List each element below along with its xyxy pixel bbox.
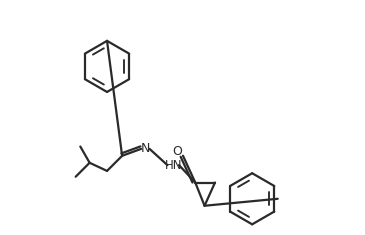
Text: N: N bbox=[141, 142, 150, 155]
Text: HN: HN bbox=[165, 159, 182, 172]
Text: O: O bbox=[172, 145, 182, 158]
